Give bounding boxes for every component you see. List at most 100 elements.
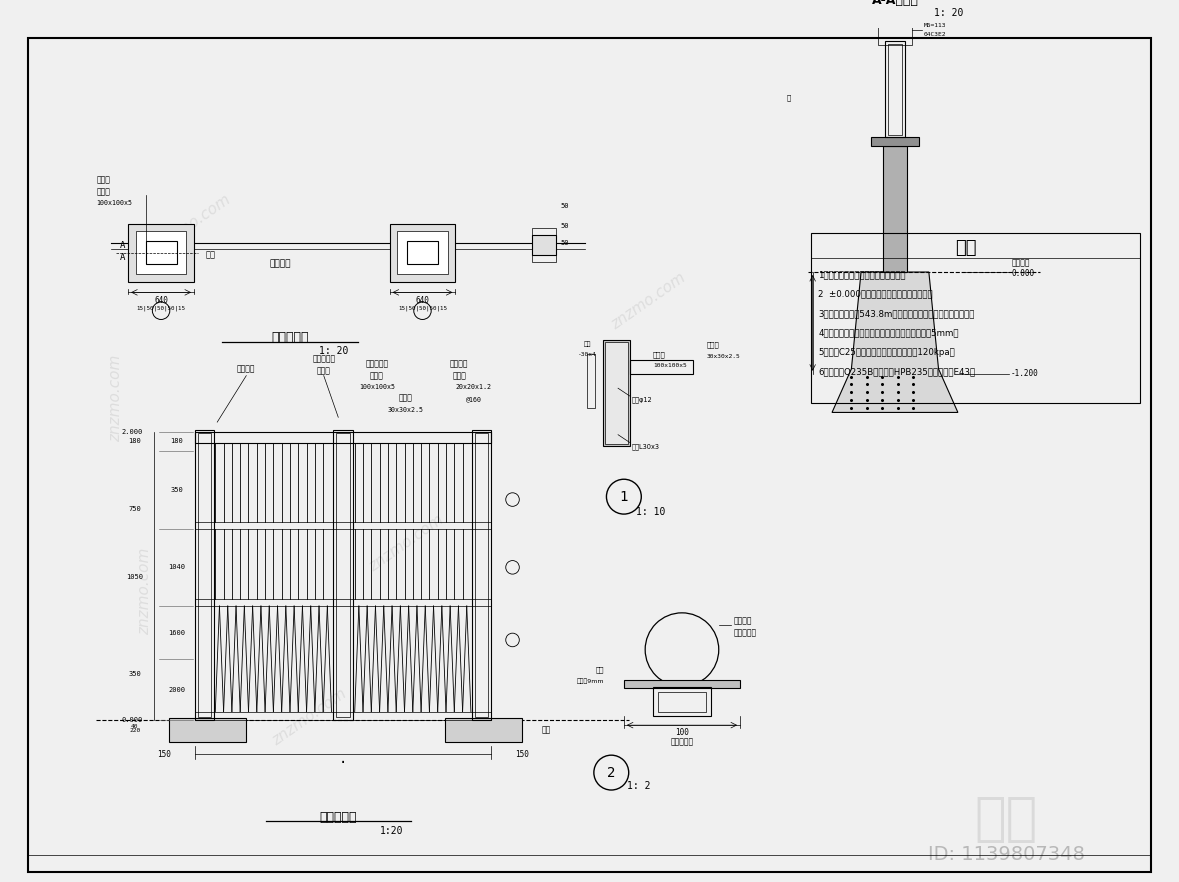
Text: @160: @160 (466, 396, 482, 402)
Text: 6、钢材为Q235B、钢筋为HPB235级，焊条为E43。: 6、钢材为Q235B、钢筋为HPB235级，焊条为E43。 (818, 367, 975, 377)
Bar (472, 430, 492, 721)
Bar (195, 430, 215, 721)
Text: ·: · (338, 756, 348, 770)
Text: 4、护栏柱与埋件焊接，构件间满焊，焊缝高度为5mm。: 4、护栏柱与埋件焊接，构件间满焊，焊缝高度为5mm。 (818, 328, 959, 338)
Text: 1: 10: 1: 10 (637, 507, 666, 517)
Text: 绿色护栏柱: 绿色护栏柱 (671, 737, 693, 746)
Text: -1.200: -1.200 (1012, 370, 1039, 378)
Text: 嗯: 嗯 (786, 94, 791, 101)
Text: 护栏柱: 护栏柱 (97, 176, 110, 184)
Bar (811, 234, 1140, 403)
Bar (871, 138, 920, 146)
Text: 说明: 说明 (955, 239, 976, 257)
Bar (336, 433, 350, 717)
Bar (653, 687, 711, 716)
Bar (195, 522, 492, 528)
Text: 1: 20: 1: 20 (934, 8, 963, 18)
Text: 护栏立面图: 护栏立面图 (320, 811, 357, 824)
Text: 180: 180 (129, 438, 141, 445)
Bar (532, 235, 556, 255)
Text: 绿色护栏: 绿色护栏 (450, 360, 468, 369)
Text: 100x100x5: 100x100x5 (358, 385, 395, 390)
Text: 1050: 1050 (126, 574, 144, 580)
Text: 钢板厚9mm: 钢板厚9mm (577, 679, 605, 684)
Text: 15|50|50|50|15: 15|50|50|50|15 (137, 305, 185, 310)
Text: 40: 40 (131, 723, 139, 729)
Text: 30x30x2.5: 30x30x2.5 (706, 354, 740, 359)
Text: 30x30x2.5: 30x30x2.5 (388, 407, 424, 413)
Bar (624, 680, 740, 688)
Text: 绿色护栏柱: 绿色护栏柱 (312, 355, 335, 363)
Text: 2  ±0.000为场地自然标高，同楼场标高。: 2 ±0.000为场地自然标高，同楼场标高。 (818, 290, 933, 299)
Text: 方钢管: 方钢管 (653, 351, 666, 357)
Bar (877, 22, 913, 37)
Bar (389, 224, 455, 281)
Polygon shape (832, 272, 957, 413)
Text: 场地标高: 场地标高 (1012, 258, 1029, 267)
Text: A: A (119, 242, 125, 250)
Text: znzmo.com: znzmo.com (365, 512, 446, 574)
Text: 基础: 基础 (541, 726, 551, 735)
Bar (630, 360, 692, 374)
Text: 50: 50 (561, 203, 569, 209)
Text: 绿色铁球: 绿色铁球 (733, 617, 752, 625)
Text: 基础平面图: 基础平面图 (271, 332, 309, 344)
Text: 100x100x5: 100x100x5 (653, 363, 686, 369)
Bar (658, 692, 706, 712)
Bar (532, 228, 556, 235)
Text: 2.000: 2.000 (121, 429, 143, 435)
Text: 封帽: 封帽 (597, 667, 605, 673)
Text: 5、基础C25砼现浇，地基承载力不小于120kpa。: 5、基础C25砼现浇，地基承载力不小于120kpa。 (818, 348, 955, 357)
Bar (129, 224, 195, 281)
Text: 1600: 1600 (169, 630, 185, 636)
Text: znzmo.com: znzmo.com (269, 686, 349, 749)
Bar (407, 241, 437, 265)
Text: 2: 2 (607, 766, 615, 780)
Text: 方钢管: 方钢管 (453, 371, 466, 380)
Text: 350: 350 (129, 671, 141, 676)
Text: 绿色护栏框: 绿色护栏框 (365, 360, 389, 369)
Text: znzmo.com: znzmo.com (153, 192, 233, 255)
Bar (532, 255, 556, 262)
Text: 15|50|50|50|15: 15|50|50|50|15 (399, 305, 447, 310)
Bar (136, 231, 186, 274)
Text: 绿色铁球: 绿色铁球 (237, 364, 256, 373)
Text: 640: 640 (154, 295, 169, 304)
Text: 知末: 知末 (975, 793, 1038, 845)
Bar (444, 718, 522, 742)
Text: 方钢管: 方钢管 (97, 187, 110, 196)
Text: 180: 180 (170, 438, 183, 445)
Text: 螺栓φ12: 螺栓φ12 (632, 397, 652, 403)
Text: 220: 220 (130, 729, 140, 734)
Bar (198, 433, 211, 717)
Bar (475, 433, 488, 717)
Text: znzmo.com: znzmo.com (137, 548, 152, 635)
Text: 1:20: 1:20 (380, 826, 403, 835)
Text: 1: 2: 1: 2 (627, 781, 650, 791)
Text: 04C3E2: 04C3E2 (924, 33, 947, 37)
Bar (145, 241, 177, 265)
Text: M6=113: M6=113 (924, 23, 947, 27)
Bar (587, 355, 595, 407)
Text: 20x20x1.2: 20x20x1.2 (456, 385, 492, 390)
Text: 镀塑护栏: 镀塑护栏 (270, 260, 291, 269)
Text: 1: 1 (620, 490, 628, 504)
Text: 640: 640 (415, 295, 429, 304)
Text: -30x4: -30x4 (578, 352, 597, 357)
Text: 方钢管: 方钢管 (370, 371, 384, 380)
Bar (195, 432, 492, 444)
Bar (885, 41, 904, 138)
Text: 方钢管: 方钢管 (399, 393, 413, 402)
Bar (605, 341, 627, 445)
Text: 方钢管: 方钢管 (706, 341, 719, 348)
Text: 0.000: 0.000 (1012, 270, 1034, 279)
Text: 与铁板焊接: 与铁板焊接 (733, 629, 757, 638)
Text: 50: 50 (561, 222, 569, 228)
Text: 1: 20: 1: 20 (318, 347, 348, 356)
Bar (334, 430, 353, 721)
Text: 100: 100 (676, 729, 689, 737)
Bar (195, 712, 492, 721)
Text: 角钢L30x3: 角钢L30x3 (632, 443, 659, 450)
Bar (169, 718, 246, 742)
Bar (602, 340, 630, 446)
